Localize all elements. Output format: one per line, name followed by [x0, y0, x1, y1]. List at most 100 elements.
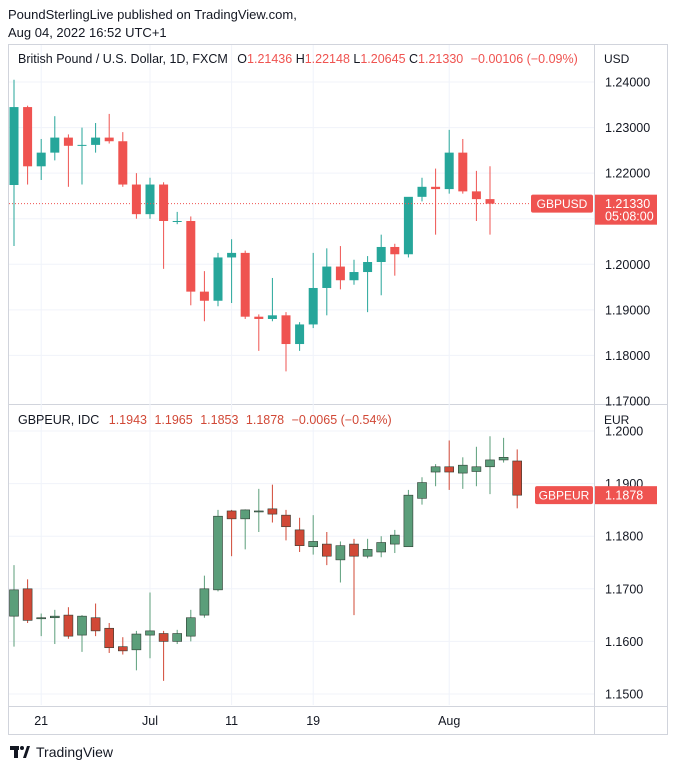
gbpeur-symbol-badge: [535, 486, 593, 505]
candle-body[interactable]: [363, 262, 373, 273]
candle-body[interactable]: [321, 543, 332, 557]
candle-body[interactable]: [376, 246, 386, 263]
candle-body[interactable]: [471, 191, 481, 200]
brand-name[interactable]: TradingView: [36, 744, 114, 760]
y-tick-label: 1.22000: [605, 167, 650, 181]
candle-body[interactable]: [485, 199, 495, 204]
gbpusd-candles: [9, 79, 495, 372]
candle-body[interactable]: [281, 514, 291, 528]
tradingview-logo-icon[interactable]: [10, 745, 30, 759]
candle-body[interactable]: [267, 315, 277, 319]
candle-body[interactable]: [444, 152, 454, 190]
candle-body[interactable]: [63, 137, 73, 146]
candle-body[interactable]: [417, 186, 427, 197]
candle-body[interactable]: [172, 220, 182, 222]
candle-body[interactable]: [498, 456, 509, 461]
candle-body[interactable]: [403, 494, 414, 548]
gbpusd-symbol-badge: [531, 194, 593, 213]
candle-body[interactable]: [308, 287, 318, 325]
candle-body[interactable]: [36, 617, 47, 620]
candle-body[interactable]: [349, 543, 359, 557]
candle-body[interactable]: [158, 633, 169, 642]
candle-body[interactable]: [431, 186, 441, 190]
candle-body[interactable]: [226, 510, 237, 520]
candle-body[interactable]: [186, 220, 196, 292]
candle-body[interactable]: [49, 615, 60, 619]
candle-body[interactable]: [308, 541, 319, 548]
candle-body[interactable]: [172, 633, 182, 642]
candle-body[interactable]: [457, 464, 468, 474]
candle-body[interactable]: [512, 460, 523, 496]
y-tick-label: 1.1600: [605, 635, 643, 649]
publish-header: PoundSterlingLive published on TradingVi…: [8, 6, 297, 42]
gbpeur-close: 1.1878: [245, 413, 285, 427]
candle-body[interactable]: [145, 184, 155, 215]
gbpeur-symbol-badge-text: GBPEUR: [539, 489, 590, 503]
publish-date: Aug 04, 2022 16:52 UTC+1: [8, 25, 167, 40]
y-tick-label: 1.1700: [605, 582, 643, 596]
candle-body[interactable]: [227, 252, 237, 258]
candle-body[interactable]: [240, 252, 250, 317]
gbpusd-symbol: British Pound / U.S. Dollar, 1D, FXCM: [18, 52, 228, 66]
candle-body[interactable]: [63, 614, 74, 637]
y-tick-label: 1.18000: [605, 349, 650, 363]
x-tick-label: Aug: [438, 714, 460, 728]
candle-body[interactable]: [186, 617, 196, 637]
candle-body[interactable]: [77, 615, 87, 636]
candle-body[interactable]: [131, 633, 142, 651]
candle-body[interactable]: [104, 627, 114, 649]
candle-body[interactable]: [199, 588, 210, 616]
gbpeur-price-badge: [595, 486, 657, 505]
candle-body[interactable]: [376, 542, 387, 553]
candle-body[interactable]: [104, 137, 114, 142]
candle-body[interactable]: [118, 141, 128, 185]
x-tick-label: 11: [225, 714, 238, 728]
candle-body[interactable]: [485, 459, 495, 468]
candle-body[interactable]: [362, 549, 373, 557]
gbpeur-legend: GBPEUR, IDC 1.1943 1.1965 1.1853 1.1878 …: [18, 413, 392, 427]
candle-body[interactable]: [240, 509, 250, 520]
candle-body[interactable]: [430, 466, 441, 473]
candle-body[interactable]: [390, 246, 400, 255]
candle-body[interactable]: [322, 266, 332, 288]
candle-body[interactable]: [91, 137, 101, 145]
candle-body[interactable]: [50, 137, 60, 153]
candle-body[interactable]: [9, 107, 19, 185]
candle-body[interactable]: [349, 272, 359, 281]
candle-body[interactable]: [159, 184, 169, 221]
candle-body[interactable]: [335, 545, 346, 561]
x-tick-label: 21: [34, 714, 48, 728]
candle-body[interactable]: [417, 482, 427, 499]
candle-body[interactable]: [131, 184, 141, 215]
candle-body[interactable]: [213, 515, 223, 591]
candle-body[interactable]: [213, 257, 223, 301]
candle-body[interactable]: [199, 291, 209, 301]
candle-body[interactable]: [145, 630, 155, 636]
candle-body[interactable]: [295, 324, 305, 345]
candle-body[interactable]: [22, 588, 33, 621]
candle-body[interactable]: [267, 508, 278, 515]
candle-body[interactable]: [403, 196, 413, 255]
candle-body[interactable]: [90, 617, 101, 632]
candle-body[interactable]: [254, 316, 264, 319]
usd-currency-label: USD: [604, 52, 630, 66]
candle-body[interactable]: [458, 152, 468, 192]
gbpeur-symbol: GBPEUR, IDC: [18, 413, 100, 427]
candle-body[interactable]: [281, 315, 291, 345]
eur-currency-label: EUR: [604, 413, 630, 427]
pane-separator[interactable]: [8, 404, 668, 405]
low-label: L: [353, 52, 361, 66]
footer: TradingView: [10, 744, 113, 760]
candle-body[interactable]: [118, 646, 128, 652]
candle-body[interactable]: [23, 107, 33, 167]
candle-body[interactable]: [471, 466, 482, 472]
candle-body[interactable]: [335, 266, 345, 281]
candle-body[interactable]: [444, 466, 455, 473]
candle-body[interactable]: [77, 144, 87, 146]
candle-body[interactable]: [389, 534, 400, 545]
candle-body[interactable]: [294, 529, 305, 546]
candle-body[interactable]: [254, 510, 264, 513]
candle-body[interactable]: [36, 152, 46, 167]
candle-body[interactable]: [9, 589, 19, 617]
